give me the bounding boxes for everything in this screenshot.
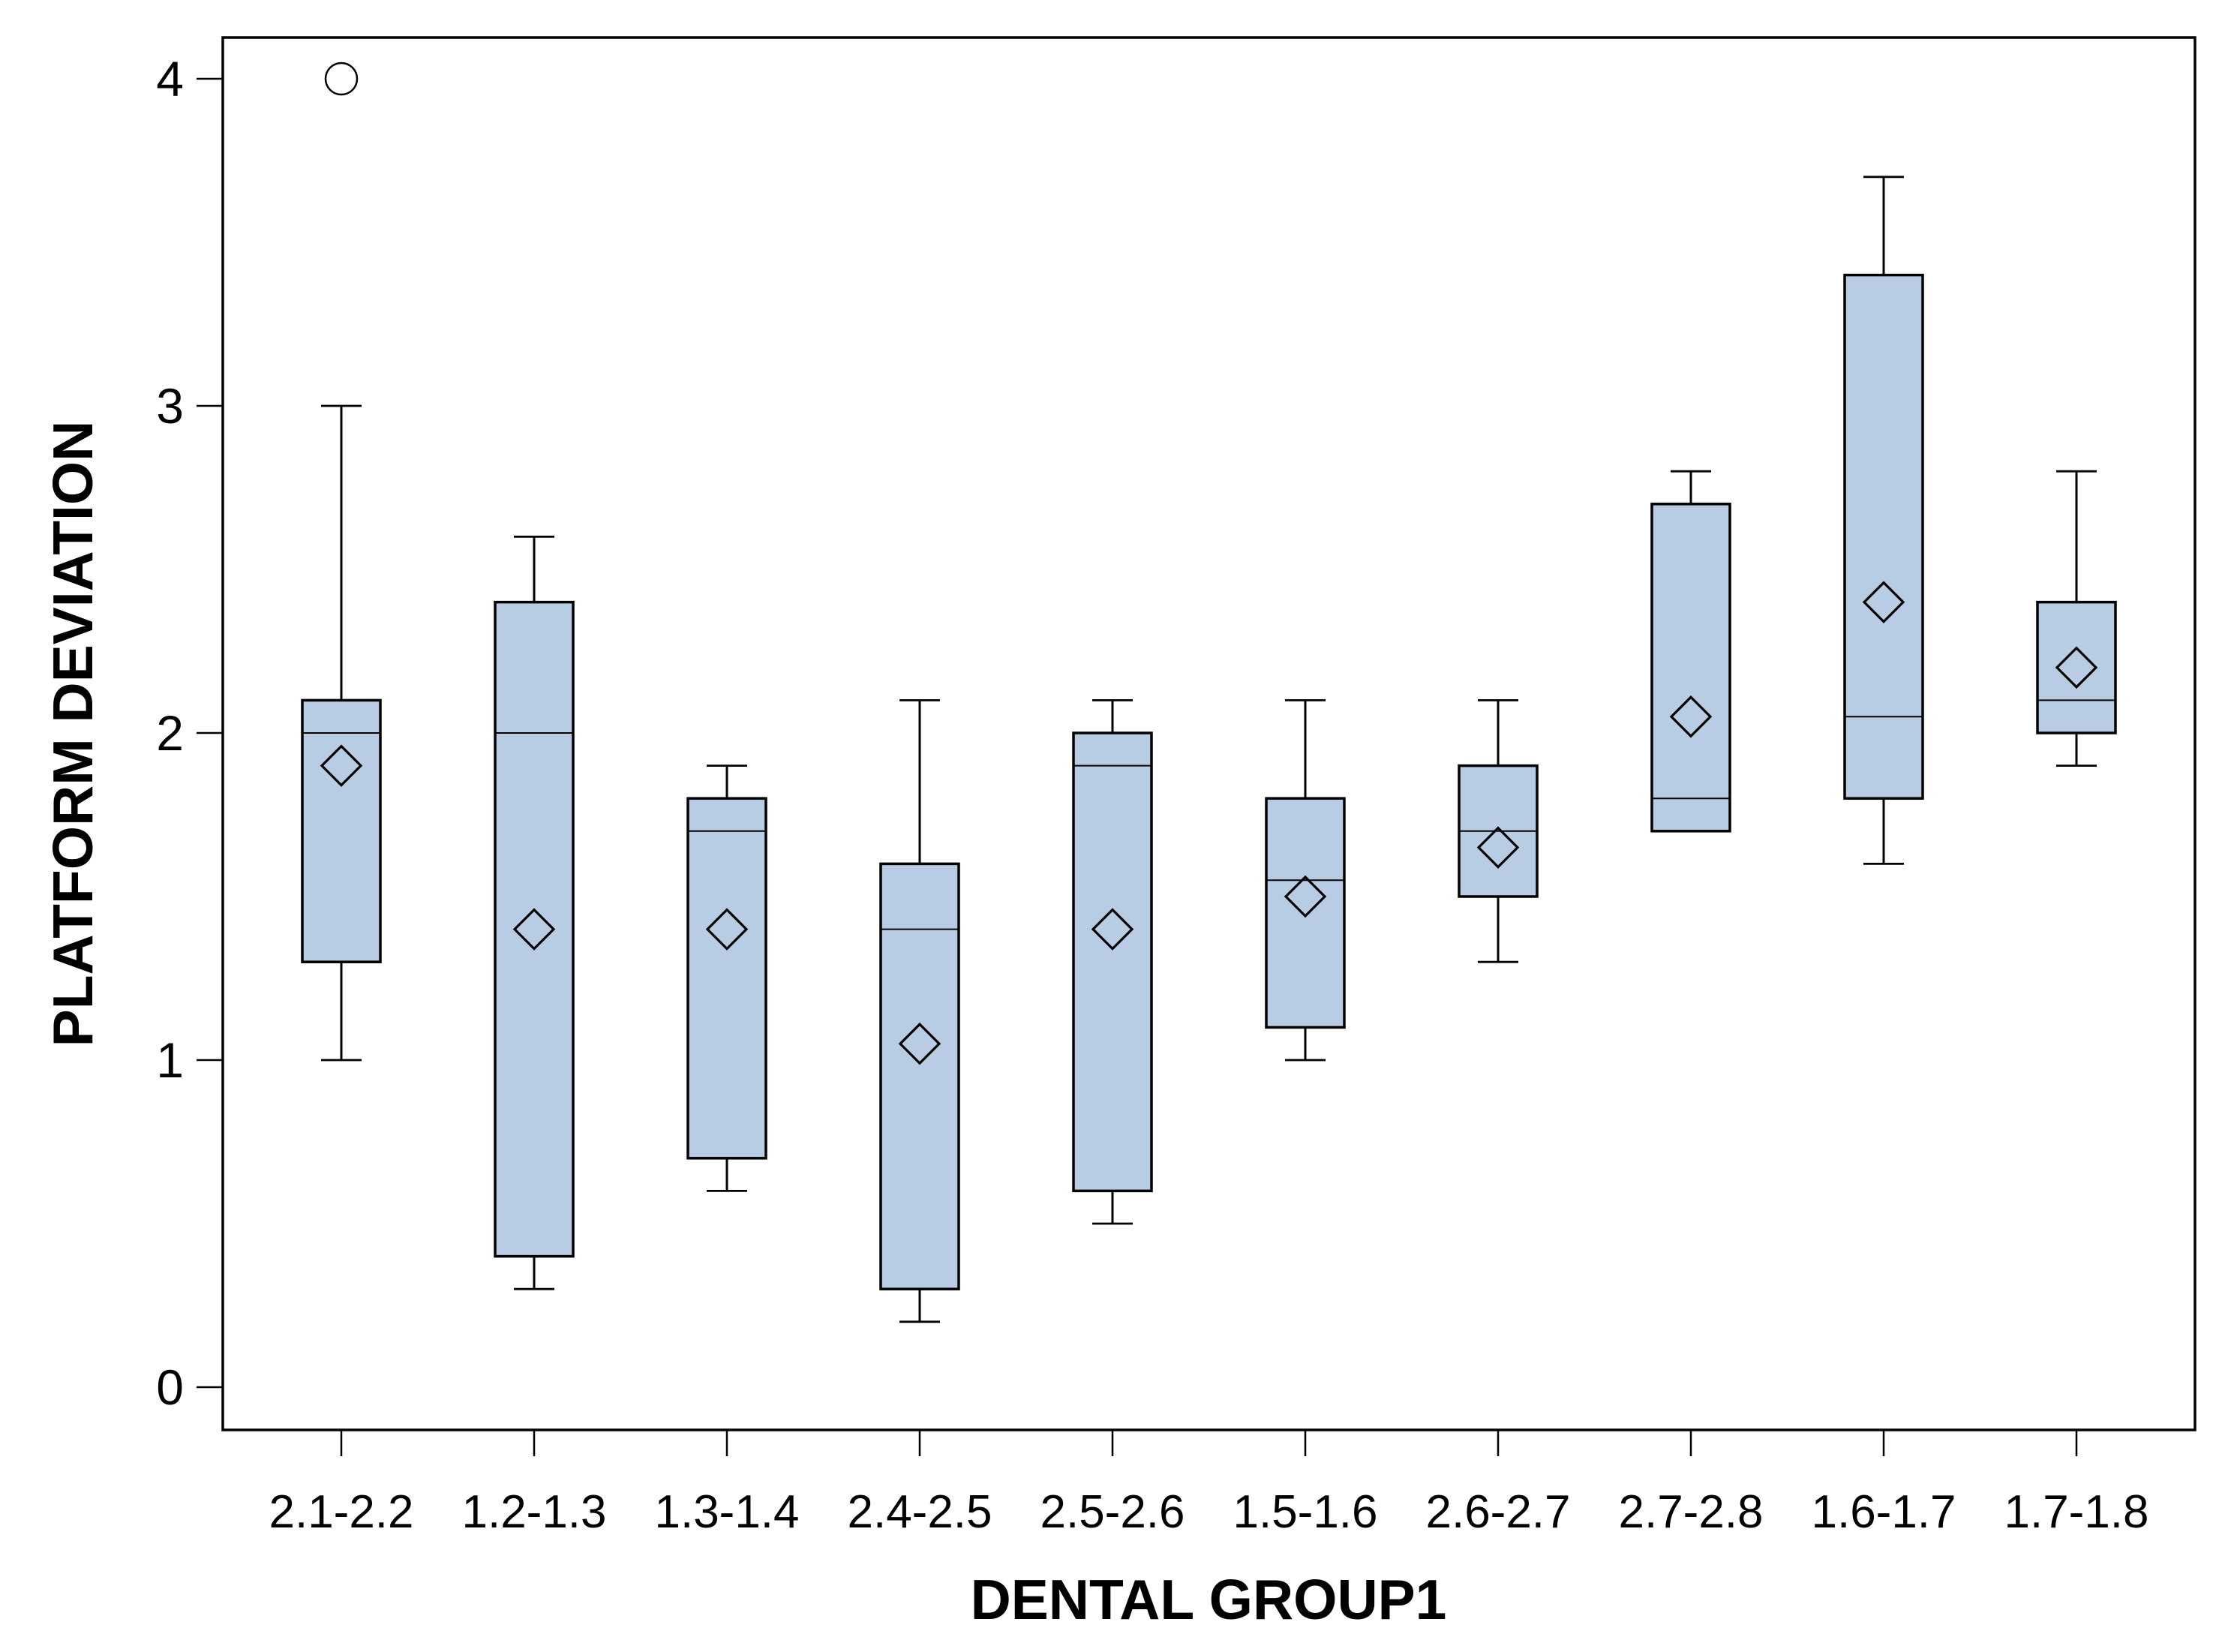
x-category-label: 1.3-1.4 [654,1486,799,1538]
x-category-label: 2.5-2.6 [1040,1486,1185,1538]
x-category-label: 1.5-1.6 [1233,1486,1377,1538]
box-rect [301,698,382,963]
box-rect [1072,731,1153,1193]
mean-diamond-icon [1091,908,1134,951]
box-group-2.1-2.2 [301,62,382,1062]
box-rect [879,862,960,1290]
outlier-circle [324,62,359,96]
box-rect [1650,503,1731,833]
box-group-1.3-1.4 [686,764,767,1192]
box-rect [494,600,575,1258]
x-category-label: 1.6-1.7 [1811,1486,1956,1538]
y-tick-label: 4 [156,51,184,107]
box-rect [1265,797,1346,1029]
mean-diamond-icon [898,1022,941,1065]
box-group-2.7-2.8 [1650,470,1731,833]
x-category-label: 2.7-2.8 [1618,1486,1763,1538]
box-group-2.6-2.7 [1458,699,1539,963]
box-rect [686,797,767,1160]
mean-diamond-icon [1476,826,1520,869]
x-category-label: 2.6-2.7 [1425,1486,1570,1538]
box-group-1.2-1.3 [494,536,575,1290]
box-group-1.6-1.7 [1843,176,1924,865]
plot-area: 0 1 2 3 4 2.1-2.2 1.2-1.3 1.3-1.4 2.4-2.5 2.5-2.6… [156,36,2196,1538]
mean-diamond-icon [2055,646,2098,689]
box-group-1.5-1.6 [1265,699,1346,1062]
mean-diamond-icon [1284,875,1327,918]
box-group-2.5-2.6 [1072,699,1153,1225]
mean-diamond-icon [1862,581,1905,623]
x-category-label: 2.1-2.2 [269,1486,413,1538]
box-group-1.7-1.8 [2036,470,2117,767]
y-tick-label: 0 [156,1359,184,1415]
mean-diamond-icon [512,908,556,951]
x-category-label: 1.2-1.3 [461,1486,606,1538]
y-tick-label: 1 [156,1032,184,1088]
mean-diamond-icon [705,908,749,951]
y-tick-label: 2 [156,705,184,761]
mean-diamond-icon [320,744,363,787]
y-tick-label: 3 [156,378,184,434]
box-rect [2036,600,2117,734]
x-category-label: 2.4-2.5 [847,1486,992,1538]
box-rect [1843,273,1924,800]
y-axis-title: PLATFORM DEVIATION [41,421,104,1047]
mean-diamond-icon [1669,695,1713,738]
x-category-label: 1.7-1.8 [2004,1486,2148,1538]
x-axis-title: DENTAL GROUP1 [971,1568,1447,1631]
box-group-2.4-2.5 [879,699,960,1323]
